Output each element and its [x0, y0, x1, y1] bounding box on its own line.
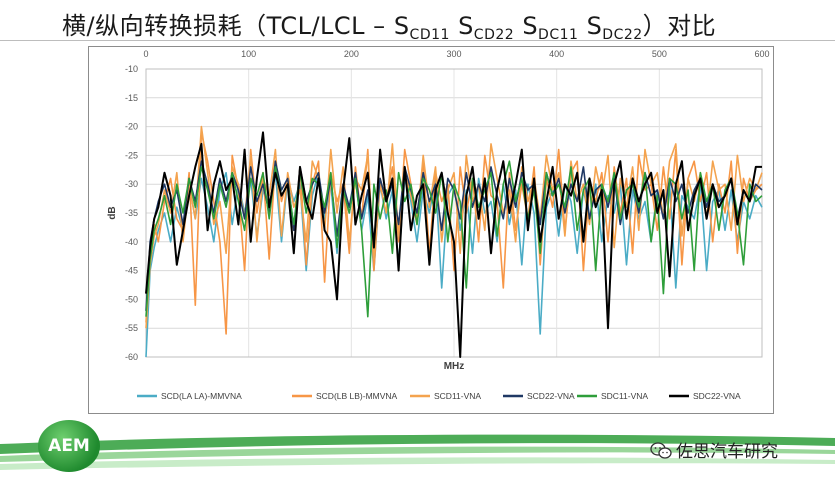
y-tick-label: -35 — [125, 208, 138, 218]
series-line — [145, 160, 763, 311]
legend-label: SDC22-VNA — [693, 391, 741, 401]
y-tick-label: -25 — [125, 150, 138, 160]
y-tick-label: -60 — [125, 352, 138, 362]
footer-watermark: 佐思汽车研究 — [650, 437, 778, 462]
title-term: SDC22 — [586, 12, 643, 43]
legend-label: SCD11-VNA — [434, 391, 481, 401]
footer-green-swoosh — [0, 434, 835, 470]
title-divider — [0, 40, 835, 41]
y-tick-label: -10 — [125, 64, 138, 74]
y-tick-label: -55 — [125, 323, 138, 333]
y-tick-label: -45 — [125, 266, 138, 276]
chart-frame: -10 -15 -20 -25 -30 -35 -40 -45 -50 -55 -60 0 100 200… — [88, 46, 774, 414]
title-main: 横/纵向转换损耗（TCL/LCL – — [62, 12, 394, 40]
x-tick-label: 0 — [143, 49, 148, 59]
y-tick-label: -50 — [125, 294, 138, 304]
y-tick-label: -15 — [125, 93, 138, 103]
title-term: SCD11 — [393, 12, 450, 43]
x-tick-label: 200 — [344, 49, 359, 59]
plot-area — [145, 68, 763, 358]
x-tick-label: 400 — [549, 49, 564, 59]
footer-brand: 佐思汽车研究 — [676, 442, 778, 462]
slide-title: 横/纵向转换损耗（TCL/LCL – SCD11 SCD22 SDC11 SDC… — [62, 6, 716, 43]
legend-label: SCD(LB LB)-MMVNA — [316, 391, 398, 401]
x-tick-label: 300 — [446, 49, 461, 59]
legend-label: SCD22-VNA — [527, 391, 575, 401]
line-chart: -10 -15 -20 -25 -30 -35 -40 -45 -50 -55 -60 0 100 200… — [107, 49, 770, 401]
aem-logo: AEM — [38, 420, 100, 472]
title-term: SDC11 — [522, 12, 579, 43]
x-tick-label: 500 — [652, 49, 667, 59]
x-tick-label: 600 — [754, 49, 769, 59]
title-term: SCD22 — [458, 12, 515, 43]
wechat-icon — [650, 442, 672, 459]
series-line — [145, 131, 762, 358]
y-tick-label: -20 — [125, 122, 138, 132]
y-tick-label: -30 — [125, 179, 138, 189]
x-axis-label: MHz — [444, 361, 465, 372]
y-axis-label: dB — [107, 206, 118, 219]
x-tick-label: 100 — [241, 49, 256, 59]
legend-label: SCD(LA LA)-MMVNA — [161, 391, 242, 401]
legend-label: SDC11-VNA — [601, 391, 648, 401]
title-end: ）对比 — [642, 12, 717, 40]
y-tick-label: -40 — [125, 237, 138, 247]
